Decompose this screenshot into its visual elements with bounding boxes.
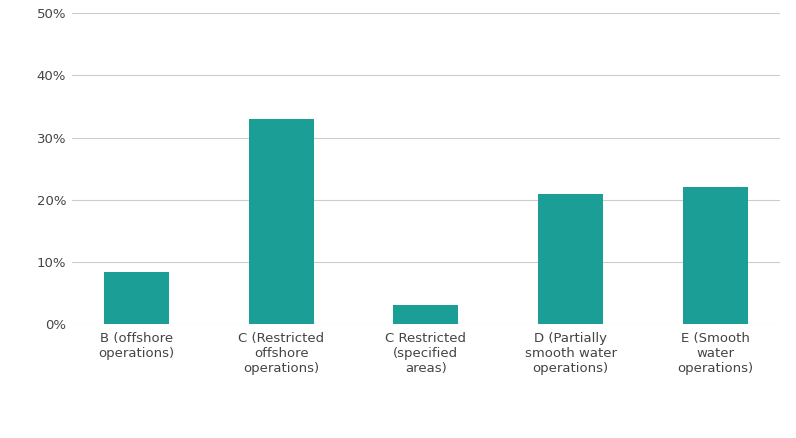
Bar (393, 305, 458, 324)
Bar (683, 187, 748, 324)
Bar (538, 194, 603, 324)
Bar (248, 119, 314, 324)
Bar (103, 272, 169, 324)
